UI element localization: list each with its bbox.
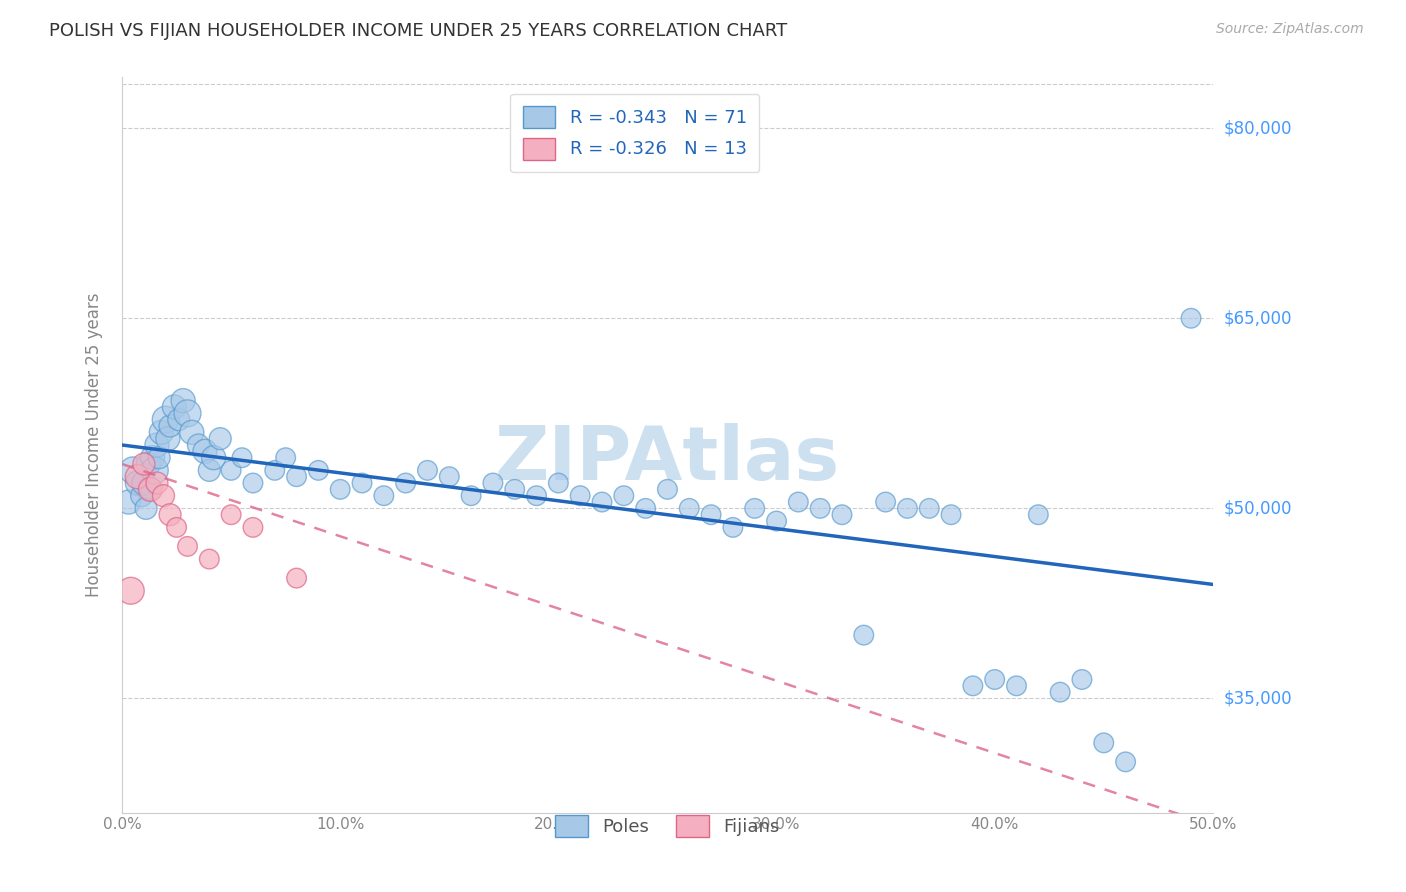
Point [159, 419, 181, 434]
Point [156, 432, 179, 446]
Point [132, 476, 155, 491]
Text: ZIPAtlas: ZIPAtlas [495, 423, 839, 496]
Point [983, 673, 1005, 687]
Point [242, 476, 264, 491]
Point [176, 540, 198, 554]
Point [307, 463, 329, 477]
Point [329, 483, 352, 497]
Point [146, 438, 169, 452]
Point [172, 393, 194, 408]
Point [231, 450, 253, 465]
Point [1049, 685, 1071, 699]
Point [831, 508, 853, 522]
Point [547, 476, 569, 491]
Point [657, 483, 679, 497]
Point [166, 520, 188, 534]
Point [167, 412, 190, 426]
Point [135, 501, 157, 516]
Point [219, 508, 242, 522]
Point [146, 476, 169, 491]
Text: $80,000: $80,000 [1225, 120, 1292, 137]
Point [503, 483, 526, 497]
Point [139, 483, 162, 497]
Point [721, 520, 744, 534]
Point [634, 501, 657, 516]
Text: $35,000: $35,000 [1225, 690, 1292, 707]
Point [482, 476, 505, 491]
Point [180, 425, 202, 440]
Text: $65,000: $65,000 [1225, 310, 1292, 327]
Point [274, 450, 297, 465]
Point [1026, 508, 1049, 522]
Point [350, 476, 373, 491]
Point [198, 552, 221, 566]
Point [808, 501, 831, 516]
Point [155, 412, 177, 426]
Point [148, 450, 170, 465]
Point [591, 495, 613, 509]
Point [1071, 673, 1094, 687]
Legend: Poles, Fijians: Poles, Fijians [548, 807, 787, 844]
Point [159, 508, 181, 522]
Point [765, 514, 787, 528]
Point [526, 489, 548, 503]
Point [416, 463, 439, 477]
Point [1092, 736, 1115, 750]
Point [139, 483, 162, 497]
Point [127, 476, 149, 491]
Point [143, 463, 166, 477]
Point [242, 520, 264, 534]
Point [194, 444, 217, 458]
Point [120, 583, 142, 598]
Point [569, 489, 592, 503]
Point [150, 425, 173, 440]
Point [131, 489, 153, 503]
Point [263, 463, 285, 477]
Point [875, 495, 897, 509]
Point [460, 489, 482, 503]
Point [136, 457, 159, 471]
Point [1115, 755, 1137, 769]
Point [744, 501, 766, 516]
Point [678, 501, 700, 516]
Point [939, 508, 962, 522]
Point [122, 463, 145, 477]
Point [1005, 679, 1028, 693]
Point [1180, 311, 1202, 326]
Point [152, 489, 174, 503]
Point [395, 476, 418, 491]
Point [439, 469, 461, 483]
Point [132, 457, 155, 471]
Point [285, 469, 308, 483]
Point [700, 508, 723, 522]
Point [202, 450, 225, 465]
Point [176, 406, 198, 420]
Point [187, 438, 209, 452]
Point [117, 495, 139, 509]
Point [918, 501, 941, 516]
Text: $50,000: $50,000 [1225, 500, 1292, 517]
Text: POLISH VS FIJIAN HOUSEHOLDER INCOME UNDER 25 YEARS CORRELATION CHART: POLISH VS FIJIAN HOUSEHOLDER INCOME UNDE… [49, 22, 787, 40]
Point [142, 450, 165, 465]
Point [787, 495, 810, 509]
Point [127, 469, 149, 483]
Text: Source: ZipAtlas.com: Source: ZipAtlas.com [1216, 22, 1364, 37]
Y-axis label: Householder Income Under 25 years: Householder Income Under 25 years [86, 293, 103, 598]
Point [896, 501, 918, 516]
Point [852, 628, 875, 642]
Point [219, 463, 242, 477]
Point [209, 432, 232, 446]
Point [373, 489, 395, 503]
Point [613, 489, 636, 503]
Point [198, 463, 221, 477]
Point [962, 679, 984, 693]
Point [163, 400, 186, 414]
Point [285, 571, 308, 585]
